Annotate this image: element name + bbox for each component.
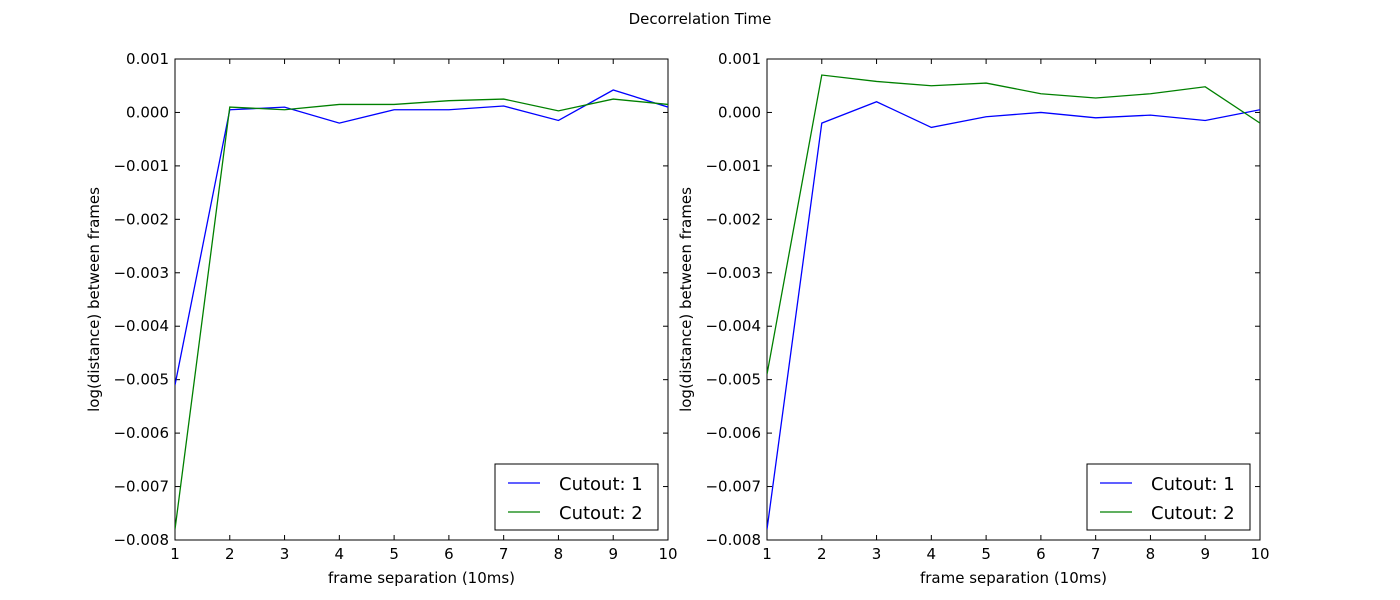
- x-tick-label: 8: [554, 545, 564, 563]
- y-tick-label: −0.008: [113, 531, 169, 549]
- series-line-2: [175, 98, 668, 530]
- legend-box: [1086, 463, 1251, 531]
- axes-frame: [174, 58, 669, 541]
- x-tick-label: 9: [608, 545, 618, 563]
- y-tick-label: −0.007: [705, 478, 761, 496]
- y-tick-label: −0.003: [705, 264, 761, 282]
- legend: Cutout: 1 Cutout: 2: [494, 463, 659, 531]
- y-tick-label: −0.004: [705, 317, 761, 335]
- legend-label-1: Cutout: 1: [559, 474, 643, 495]
- y-tick-label: −0.004: [113, 317, 169, 335]
- x-tick-label: 10: [658, 545, 677, 563]
- subplot-2: 1 2 3 4 5 6 7 8 9 10 0.001 0.000 −0.001 −0.002 −0.003 −…: [677, 50, 1270, 587]
- legend-label-2: Cutout: 2: [559, 503, 643, 524]
- y-tick-label: −0.006: [705, 424, 761, 442]
- legend-label-1: Cutout: 1: [1151, 474, 1235, 495]
- y-axis-label: log(distance) between frames: [677, 187, 695, 412]
- x-tick-label: 5: [981, 545, 991, 563]
- y-axis-label: log(distance) between frames: [85, 187, 103, 412]
- y-tick-label: 0.001: [126, 50, 169, 68]
- x-tick-label: 10: [1250, 545, 1269, 563]
- y-tick-label: −0.007: [113, 478, 169, 496]
- series-line-1: [175, 89, 668, 386]
- y-tick-label: −0.003: [113, 264, 169, 282]
- legend-label-2: Cutout: 2: [1151, 503, 1235, 524]
- x-tick-label: 1: [170, 545, 180, 563]
- legend-box: [494, 463, 659, 531]
- series-line-1: [767, 101, 1260, 530]
- x-tick-label: 6: [1036, 545, 1046, 563]
- y-tick-label: −0.008: [705, 531, 761, 549]
- y-tick-label: 0.000: [126, 103, 169, 121]
- y-tick-label: 0.000: [718, 103, 761, 121]
- subplot-1: 1 2 3 4 5 6 7 8 9 10 0.001 0.000 −0.001 −0.002 −0.003 −…: [85, 50, 678, 587]
- y-tick-label: −0.001: [705, 157, 761, 175]
- x-tick-label: 7: [499, 545, 509, 563]
- x-tick-label: 7: [1091, 545, 1101, 563]
- x-tick-label: 6: [444, 545, 454, 563]
- series-line-2: [767, 74, 1260, 375]
- x-tick-label: 8: [1146, 545, 1156, 563]
- x-tick-label: 3: [872, 545, 882, 563]
- y-tick-label: −0.005: [705, 371, 761, 389]
- x-tick-label: 1: [762, 545, 772, 563]
- x-tick-label: 3: [280, 545, 290, 563]
- y-tick-label: 0.001: [718, 50, 761, 68]
- x-tick-label: 2: [817, 545, 827, 563]
- x-tick-label: 9: [1200, 545, 1210, 563]
- x-axis-label: frame separation (10ms): [328, 569, 515, 587]
- x-tick-label: 5: [389, 545, 399, 563]
- y-tick-label: −0.002: [113, 210, 169, 228]
- y-tick-label: −0.005: [113, 371, 169, 389]
- y-tick-label: −0.002: [705, 210, 761, 228]
- x-axis-label: frame separation (10ms): [920, 569, 1107, 587]
- x-tick-label: 4: [335, 545, 345, 563]
- axes-frame: [766, 58, 1261, 541]
- figure-title: Decorrelation Time: [628, 10, 772, 28]
- x-tick-label: 2: [225, 545, 235, 563]
- y-tick-label: −0.001: [113, 157, 169, 175]
- legend: Cutout: 1 Cutout: 2: [1086, 463, 1251, 531]
- x-tick-label: 4: [927, 545, 937, 563]
- y-tick-label: −0.006: [113, 424, 169, 442]
